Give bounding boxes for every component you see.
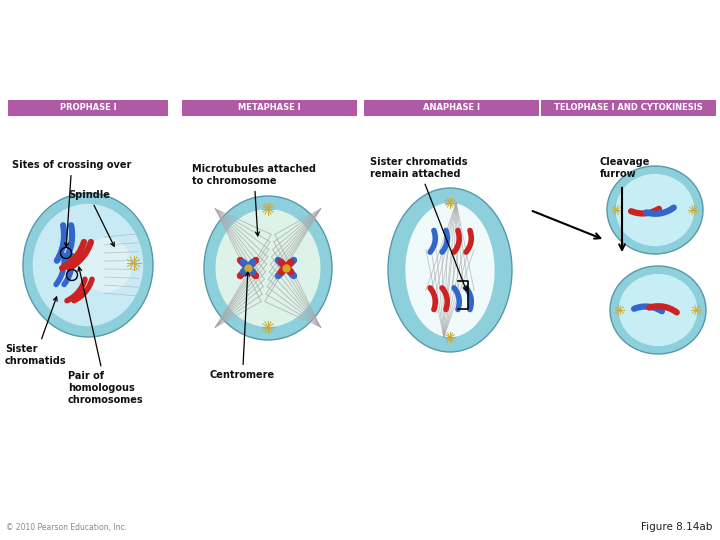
Ellipse shape [388, 188, 512, 352]
Text: ANAPHASE I: ANAPHASE I [423, 104, 480, 112]
Text: PROPHASE I: PROPHASE I [60, 104, 117, 112]
Ellipse shape [616, 174, 694, 246]
Bar [364, 100, 539, 116]
Text: Sister
chromatids: Sister chromatids [5, 297, 67, 366]
Ellipse shape [204, 196, 332, 340]
Text: © 2010 Pearson Education, Inc.: © 2010 Pearson Education, Inc. [6, 523, 127, 532]
Ellipse shape [610, 266, 706, 354]
Text: Sites of crossing over: Sites of crossing over [12, 160, 131, 247]
Text: TELOPHASE I AND CYTOKINESIS: TELOPHASE I AND CYTOKINESIS [554, 104, 703, 112]
Bar [541, 100, 716, 116]
Ellipse shape [215, 209, 320, 327]
Text: Cleavage
furrow: Cleavage furrow [600, 157, 650, 179]
Text: METAPHASE I: METAPHASE I [238, 104, 301, 112]
Text: Microtubules attached
to chromosome: Microtubules attached to chromosome [192, 164, 316, 236]
Bar [182, 100, 357, 116]
Ellipse shape [607, 166, 703, 254]
Ellipse shape [80, 238, 132, 292]
Text: Figure 8.14ab: Figure 8.14ab [641, 522, 712, 532]
Ellipse shape [618, 274, 698, 346]
Bar [8, 100, 168, 116]
Text: Pair of
homologous
chromosomes: Pair of homologous chromosomes [68, 267, 143, 404]
Text: Sister chromatids
remain attached: Sister chromatids remain attached [370, 157, 467, 291]
Ellipse shape [32, 204, 143, 326]
Text: Centromere: Centromere [210, 272, 275, 380]
Ellipse shape [405, 202, 495, 338]
Text: Spindle: Spindle [68, 190, 114, 246]
Ellipse shape [23, 193, 153, 337]
